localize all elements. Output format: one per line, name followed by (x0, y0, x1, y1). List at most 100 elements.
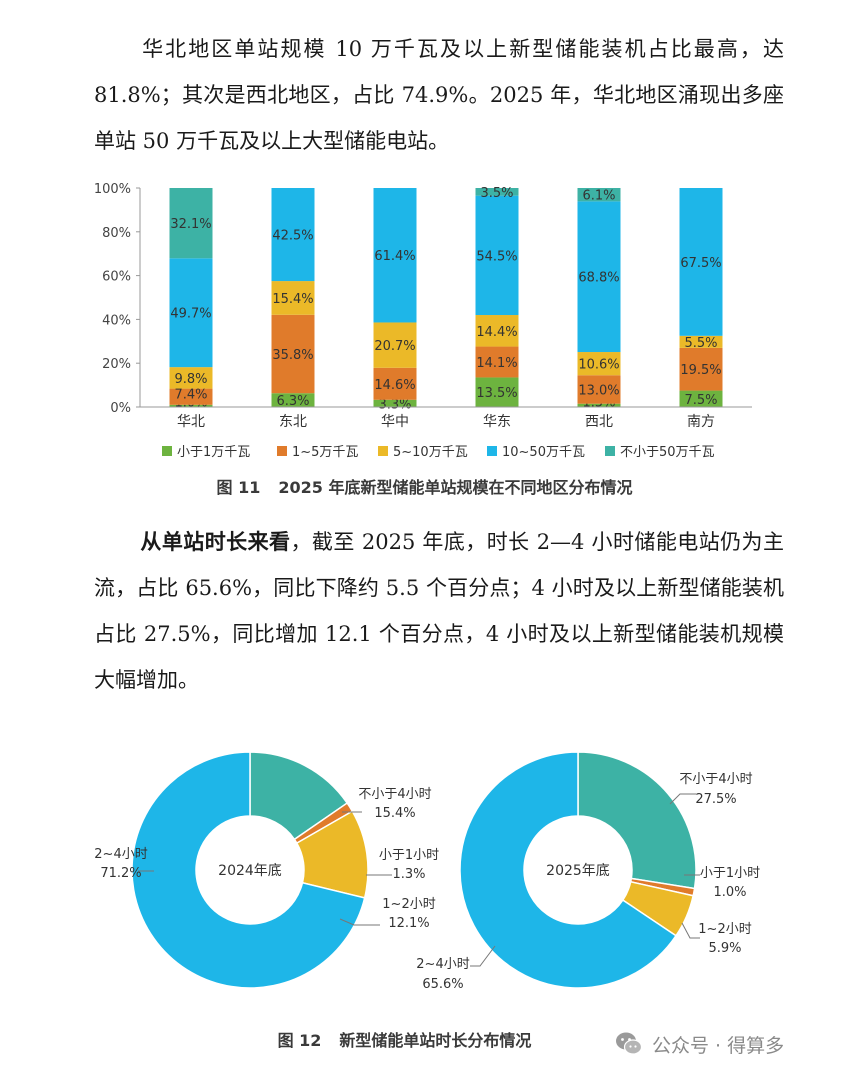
x-tick-label: 东北 (279, 414, 307, 430)
figure-12-caption: 图 12 新型储能单站时长分布情况 (0, 1027, 829, 1051)
data-label: 13.0% (578, 383, 619, 398)
bar-segment (169, 188, 213, 259)
legend-swatch (277, 446, 287, 456)
data-label: 20.7% (374, 339, 415, 354)
bar-segment (373, 399, 417, 407)
y-tick-label: 80% (102, 226, 131, 241)
wechat-icon (616, 1032, 643, 1055)
slice-name-label: 不小于4小时 (679, 772, 752, 787)
y-tick-label: 0% (110, 401, 131, 416)
bar-segment (169, 404, 213, 407)
data-label: 49.7% (170, 307, 211, 322)
legend-label: 小于1万千瓦 (177, 445, 250, 460)
slice-value-label: 71.2% (100, 866, 141, 881)
bar-segment (577, 352, 621, 376)
slice-value-label: 1.3% (392, 867, 425, 882)
paragraph-regional-scale: 华北地区单站规模 10 万千瓦及以上新型储能装机占比最高，达 81.8%；其次是… (94, 26, 784, 164)
bar-segment (577, 375, 621, 404)
bar-segment (475, 315, 519, 347)
bar-segment (679, 390, 723, 407)
watermark: 公众号 · 得算多 (614, 1026, 784, 1062)
paragraph-lead: 从单站时长来看 (140, 529, 291, 554)
data-label: 3.3% (378, 397, 411, 412)
slice-value-label: 65.6% (422, 977, 463, 992)
y-tick-label: 20% (102, 357, 131, 372)
slice-name-label: 不小于4小时 (358, 787, 431, 802)
bar-segment (169, 258, 213, 368)
figure-11-caption: 图 11 2025 年底新型储能单站规模在不同地区分布情况 (0, 474, 849, 498)
data-label: 35.8% (272, 348, 313, 363)
data-label: 32.1% (170, 217, 211, 232)
slice-name-label: 小于1小时 (379, 848, 439, 863)
figure-number: 图 11 (216, 478, 261, 497)
figure-title: 新型储能单站时长分布情况 (339, 1031, 532, 1050)
figure-number: 图 12 (277, 1031, 322, 1050)
data-label: 19.5% (680, 363, 721, 378)
paragraph-duration: 从单站时长来看，截至 2025 年底，时长 2—4 小时储能电站仍为主流，占比 … (94, 519, 784, 703)
paragraph-text: ，截至 2025 年底，时长 2—4 小时储能电站仍为主流，占比 65.6%，同… (94, 530, 784, 692)
donut-slice (459, 751, 678, 989)
data-label: 14.6% (374, 378, 415, 393)
slice-value-label: 27.5% (695, 792, 736, 807)
data-label: 5.5% (684, 336, 717, 351)
stacked-bar-chart: 0%20%40%60%80%100%1.0%7.4%9.8%49.7%32.1%… (94, 182, 752, 460)
leader-line (470, 945, 496, 967)
donut-chart: 2025年底 不小于4小时 27.5% 小于1小时 1.0% 1~2小时 5.9% 2~4小时… (416, 751, 760, 992)
data-label: 3.5% (480, 186, 513, 201)
data-label: 15.4% (272, 292, 313, 307)
bar-segment (475, 346, 519, 378)
bar-segment (373, 188, 417, 323)
legend-item: 1~5万千瓦 (277, 445, 358, 460)
data-label: 10.6% (578, 358, 619, 373)
bar-segment (271, 314, 315, 394)
bar-segment (373, 322, 417, 368)
legend-item: 不小于50万千瓦 (605, 445, 715, 460)
slice-name-label: 2~4小时 (94, 847, 147, 862)
data-label: 14.4% (476, 325, 517, 340)
data-label: 42.5% (272, 229, 313, 244)
data-label: 9.8% (174, 372, 207, 387)
donut-charts: 2024年底 不小于4小时 15.4% 小于1小时 1.3% 1~2小时 12.1% 2~4小… (94, 751, 760, 992)
slice-name-label: 1~2小时 (698, 922, 751, 937)
data-label: 61.4% (374, 249, 415, 264)
data-label: 54.5% (476, 249, 517, 264)
x-tick-label: 华中 (381, 414, 409, 430)
data-label: 14.1% (476, 356, 517, 371)
x-tick-label: 华东 (483, 414, 511, 430)
slice-name-label: 2~4小时 (416, 957, 469, 972)
bar-segment (577, 188, 621, 202)
data-label: 7.4% (174, 388, 207, 403)
bar-segment (475, 188, 519, 196)
donut-chart: 2024年底 不小于4小时 15.4% 小于1小时 1.3% 1~2小时 12.1% 2~4小… (94, 751, 439, 989)
legend-label: 10~50万千瓦 (502, 445, 585, 460)
data-label: 67.5% (680, 256, 721, 271)
y-tick-label: 40% (102, 313, 131, 328)
donut-center-label: 2025年底 (546, 863, 610, 879)
y-tick-label: 60% (102, 270, 131, 285)
bar-segment (271, 188, 315, 282)
slice-name-label: 小于1小时 (700, 866, 760, 881)
legend-label: 不小于50万千瓦 (620, 445, 715, 460)
slice-value-label: 15.4% (374, 806, 415, 821)
slice-value-label: 1.0% (713, 885, 746, 900)
slice-value-label: 5.9% (708, 941, 741, 956)
bar-segment (169, 367, 213, 389)
leader-line (339, 918, 380, 926)
donut-center-label: 2024年底 (218, 863, 282, 879)
bar-segment (271, 281, 315, 315)
leader-line (669, 793, 696, 805)
x-tick-label: 华北 (177, 414, 205, 430)
bar-segment (169, 388, 213, 405)
y-tick-label: 100% (94, 182, 131, 197)
data-label: 6.1% (582, 189, 615, 204)
legend-swatch (487, 446, 497, 456)
legend-label: 1~5万千瓦 (292, 445, 358, 460)
legend-label: 5~10万千瓦 (393, 445, 468, 460)
bar-segment (577, 201, 621, 353)
bar-segment (679, 335, 723, 348)
data-label: 68.8% (578, 271, 619, 286)
data-label: 7.5% (684, 393, 717, 408)
paragraph-text: 华北地区单站规模 10 万千瓦及以上新型储能装机占比最高，达 81.8%；其次是… (94, 37, 784, 153)
legend-swatch (162, 446, 172, 456)
watermark-text: 公众号 · 得算多 (652, 1034, 785, 1057)
